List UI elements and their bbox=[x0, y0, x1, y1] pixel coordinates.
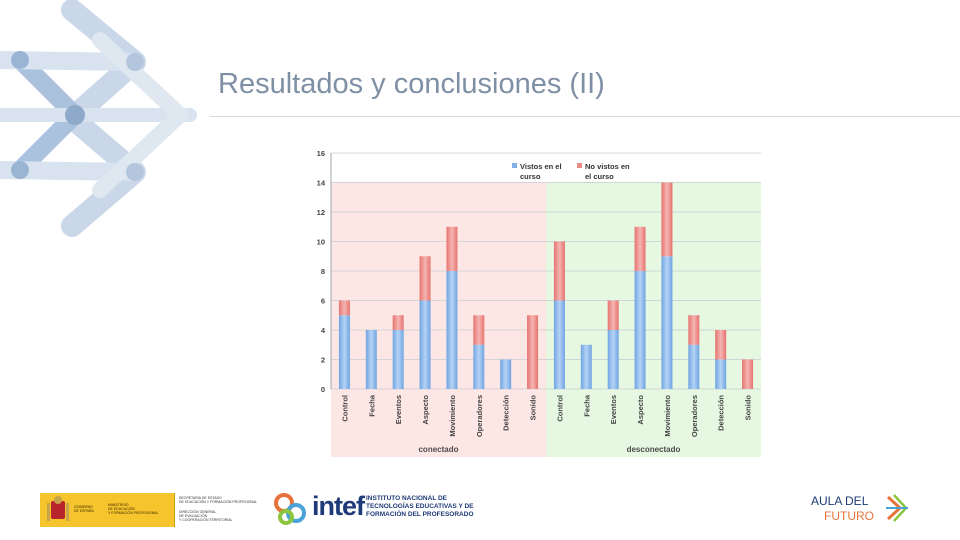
arrow-node-dot bbox=[126, 163, 144, 181]
arrow-node-dot bbox=[11, 51, 29, 69]
y-tick-label: 2 bbox=[321, 356, 325, 365]
group-background bbox=[331, 182, 546, 457]
legend-swatch bbox=[512, 163, 517, 168]
x-tick-label: Control bbox=[555, 395, 564, 422]
group-label: desconectado bbox=[627, 445, 681, 454]
futuro-text: FUTURO bbox=[824, 509, 874, 523]
gov-text: GOBIERNO DE ESPAÑA bbox=[74, 505, 94, 513]
bar-segment bbox=[392, 330, 404, 389]
y-tick-label: 8 bbox=[321, 267, 325, 276]
bar-segment bbox=[634, 271, 646, 389]
intef-subtitle-line: FORMACIÓN DEL PROFESORADO bbox=[366, 511, 474, 518]
x-tick-label: Detección bbox=[717, 395, 726, 431]
ministry-text: MINISTERIO DE EDUCACIÓN Y FORMACIÓN PROF… bbox=[108, 503, 159, 515]
x-tick-label: Control bbox=[340, 395, 349, 422]
group-background bbox=[546, 182, 761, 457]
arrow-node-dot bbox=[11, 161, 29, 179]
bar-segment bbox=[473, 315, 485, 345]
y-tick-label: 14 bbox=[317, 179, 326, 188]
bar-segment bbox=[419, 256, 431, 301]
bar-segment bbox=[446, 271, 458, 389]
legend-label: No vistos en el curso bbox=[585, 162, 630, 181]
bar-segment bbox=[338, 315, 350, 389]
secretaria-block: SECRETARÍA DE ESTADO DE EDUCACIÓN Y FORM… bbox=[174, 493, 259, 527]
decorative-arrows bbox=[0, 0, 197, 237]
intef-subtitle-line: TECNOLOGÍAS EDUCATIVAS Y DE bbox=[366, 503, 474, 510]
bar-segment bbox=[688, 344, 700, 389]
bar-segment bbox=[527, 315, 539, 389]
bar-segment bbox=[473, 344, 485, 389]
footer-logos: GOBIERNO DE ESPAÑA MINISTERIO DE EDUCACI… bbox=[0, 485, 960, 540]
x-tick-label: Fecha bbox=[367, 394, 376, 417]
bar-segment bbox=[365, 330, 377, 389]
bar-segment bbox=[446, 226, 458, 271]
y-tick-label: 10 bbox=[317, 238, 325, 247]
y-tick-label: 4 bbox=[321, 326, 326, 335]
intef-emblem-icon bbox=[274, 493, 306, 525]
bar-segment bbox=[634, 226, 646, 271]
arrow-node-dot bbox=[65, 105, 85, 125]
coat-of-arms-icon bbox=[47, 496, 69, 521]
group-label: conectado bbox=[418, 445, 458, 454]
y-tick-label: 12 bbox=[317, 208, 325, 217]
aula-arrow-icon bbox=[886, 494, 908, 522]
bar-segment bbox=[553, 300, 565, 389]
bar-segment bbox=[580, 344, 592, 389]
bar-segment bbox=[338, 300, 350, 316]
legend-label: Vistos en el curso bbox=[520, 162, 562, 181]
y-tick-label: 16 bbox=[317, 149, 325, 158]
slide-title: Resultados y conclusiones (II) bbox=[218, 68, 605, 100]
x-tick-label: Aspecto bbox=[636, 395, 645, 425]
bar-segment bbox=[715, 330, 727, 360]
x-tick-label: Aspecto bbox=[421, 395, 430, 425]
x-tick-label: Operadores bbox=[475, 395, 484, 437]
ministerio-logo: GOBIERNO DE ESPAÑA MINISTERIO DE EDUCACI… bbox=[40, 493, 174, 527]
x-tick-label: Sonido bbox=[529, 395, 538, 421]
y-tick-label: 6 bbox=[321, 297, 325, 306]
stacked-bar-chart: conectado desconectado 0 2 4 6 8 10 12 14 16 Contro… bbox=[317, 149, 761, 457]
bar-segment bbox=[607, 330, 619, 389]
x-tick-label: Eventos bbox=[609, 395, 618, 424]
x-tick-label: Eventos bbox=[394, 395, 403, 424]
x-tick-label: Fecha bbox=[582, 394, 591, 417]
bar-segment bbox=[607, 300, 619, 330]
legend-swatch bbox=[577, 163, 582, 168]
bar-segment bbox=[742, 359, 754, 389]
intef-subtitle-line: INSTITUTO NACIONAL DE bbox=[366, 495, 448, 502]
arrow-node-dot bbox=[126, 53, 144, 71]
gobierno-logo: GOBIERNO DE ESPAÑA MINISTERIO DE EDUCACI… bbox=[40, 493, 259, 527]
x-tick-label: Sonido bbox=[744, 395, 753, 421]
x-tick-label: Detección bbox=[502, 395, 511, 431]
bar-segment bbox=[715, 359, 727, 389]
title-divider bbox=[210, 116, 960, 117]
x-tick-label: Movimiento bbox=[448, 395, 457, 437]
x-tick-label: Movimiento bbox=[663, 395, 672, 437]
intef-subtitle: INSTITUTO NACIONAL DE TECNOLOGÍAS EDUCAT… bbox=[366, 495, 474, 519]
bar-segment bbox=[419, 300, 431, 389]
x-tick-label: Operadores bbox=[690, 395, 699, 437]
intef-logo: intef INSTITUTO NACIONAL DE TECNOLOGÍAS … bbox=[272, 489, 492, 529]
aula-del-futuro-logo: AULA DEL FUTURO bbox=[808, 491, 918, 531]
bar-segment bbox=[553, 241, 565, 301]
y-tick-label: 0 bbox=[321, 385, 325, 394]
direccion-text: DIRECCIÓN GENERAL DE EVALUACIÓN Y COOPER… bbox=[179, 510, 233, 522]
bar-segment bbox=[688, 315, 700, 345]
bar-segment bbox=[392, 315, 404, 330]
bar-segment bbox=[500, 359, 512, 389]
bar-segment bbox=[661, 182, 673, 257]
aula-text: AULA DEL bbox=[811, 494, 869, 508]
bar-segment bbox=[661, 256, 673, 389]
secretaria-text: SECRETARÍA DE ESTADO DE EDUCACIÓN Y FORM… bbox=[179, 496, 258, 504]
intef-wordmark: intef bbox=[312, 491, 365, 521]
